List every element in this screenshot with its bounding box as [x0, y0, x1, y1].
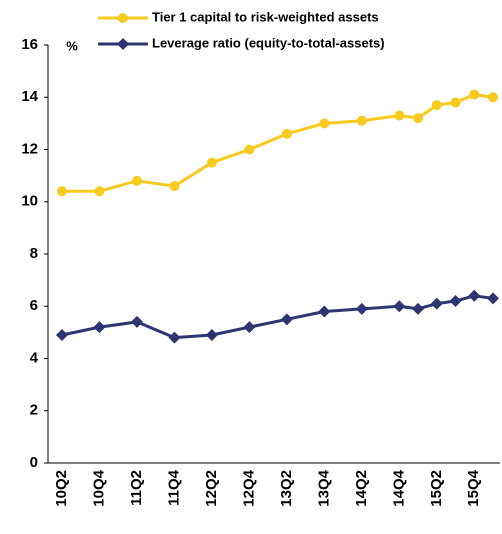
- x-tick-label: 12Q4: [240, 469, 257, 506]
- line-marker: [206, 157, 217, 168]
- line-segment: [211, 325, 250, 337]
- line-marker: [430, 297, 443, 310]
- line-marker: [468, 289, 481, 302]
- legend-label: Leverage ratio (equity-to-total-assets): [152, 35, 385, 50]
- line-segment: [136, 320, 176, 339]
- line-segment: [286, 121, 325, 136]
- line-marker: [169, 181, 180, 192]
- x-tick-label: 15Q2: [428, 470, 445, 507]
- x-tick-label: 13Q4: [315, 469, 332, 506]
- line-marker: [94, 186, 105, 197]
- line-segment: [173, 161, 213, 188]
- line-marker: [393, 300, 406, 313]
- line-marker: [244, 144, 255, 155]
- line-marker: [356, 115, 367, 126]
- line-segment: [99, 320, 138, 329]
- x-tick-label: 15Q4: [465, 469, 482, 506]
- legend-marker: [118, 13, 128, 23]
- line-segment: [324, 307, 362, 313]
- line-marker: [469, 89, 480, 100]
- x-tick-label: 14Q4: [390, 469, 407, 506]
- line-marker: [56, 328, 68, 341]
- line-segment: [99, 179, 138, 193]
- y-tick-label: 10: [21, 193, 38, 210]
- line-segment: [174, 333, 213, 340]
- line-marker: [488, 92, 498, 103]
- y-tick-label: 8: [30, 245, 38, 262]
- line-marker: [450, 97, 461, 108]
- legend-label: Tier 1 capital to risk-weighted assets: [152, 9, 379, 24]
- line-marker: [281, 128, 292, 139]
- line-marker: [394, 110, 405, 121]
- line-marker: [131, 175, 142, 186]
- line-marker: [413, 113, 424, 124]
- line-marker: [449, 295, 462, 308]
- line-marker: [318, 305, 331, 318]
- y-axis-label: %: [66, 38, 78, 53]
- legend-marker: [117, 38, 129, 50]
- line-marker: [243, 321, 256, 334]
- y-tick-label: 4: [30, 349, 39, 366]
- line-marker: [205, 328, 218, 341]
- line-marker: [412, 302, 425, 315]
- x-tick-label: 11Q4: [165, 469, 182, 506]
- line-segment: [248, 132, 288, 151]
- y-tick-label: 16: [21, 36, 38, 53]
- line-segment: [136, 179, 175, 188]
- line-marker: [355, 302, 368, 315]
- line-marker: [319, 118, 330, 129]
- line-marker: [93, 321, 106, 334]
- y-tick-label: 2: [30, 402, 38, 419]
- line-segment: [249, 317, 288, 329]
- y-tick-label: 12: [21, 140, 38, 157]
- line-segment: [61, 325, 100, 337]
- line-marker: [57, 186, 67, 197]
- x-tick-label: 11Q2: [128, 470, 145, 506]
- line-segment: [361, 304, 400, 311]
- y-tick-label: 0: [30, 454, 38, 471]
- x-tick-label: 14Q2: [353, 470, 370, 507]
- line-marker: [431, 100, 442, 111]
- line-marker: [130, 315, 143, 328]
- line-segment: [286, 310, 325, 321]
- x-tick-label: 10Q4: [90, 469, 107, 506]
- line-segment: [211, 148, 250, 164]
- y-tick-label: 6: [30, 297, 38, 314]
- line-marker: [280, 313, 293, 326]
- line-marker: [168, 331, 181, 344]
- y-tick-label: 14: [21, 88, 38, 105]
- line-segment: [324, 119, 362, 125]
- x-tick-label: 10Q2: [53, 470, 70, 507]
- line-segment: [361, 114, 400, 123]
- line-marker: [487, 292, 499, 305]
- x-tick-label: 13Q2: [278, 470, 295, 507]
- x-tick-label: 12Q2: [203, 470, 220, 507]
